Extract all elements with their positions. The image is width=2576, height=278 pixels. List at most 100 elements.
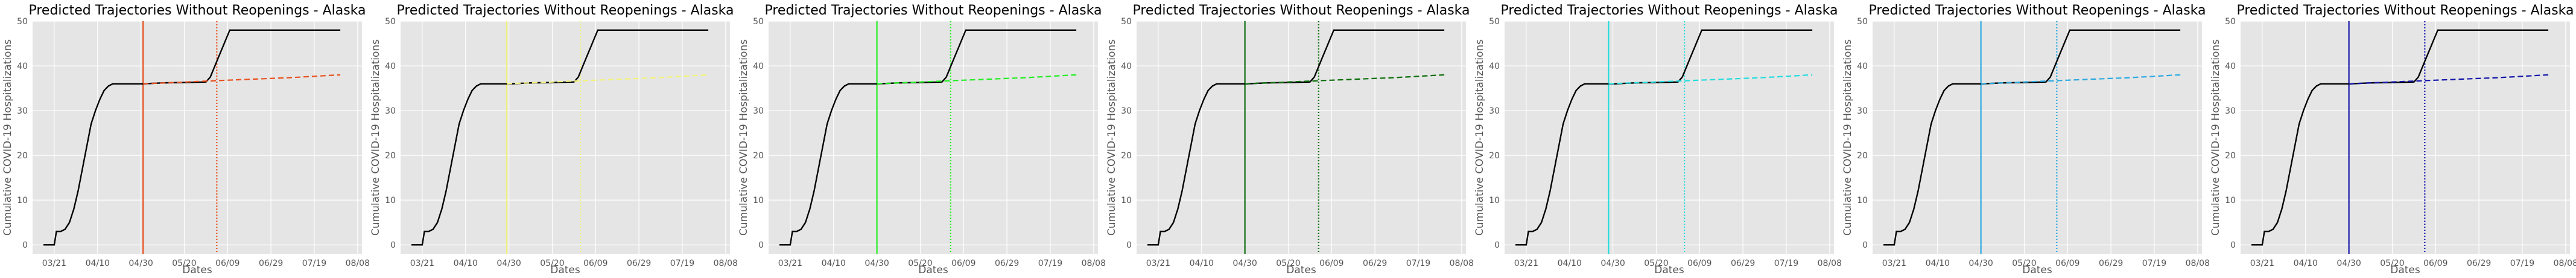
- y-tick-label: 40: [1857, 62, 1868, 71]
- x-tick-label: 04/10: [1926, 259, 1950, 268]
- y-tick-label: 20: [2225, 151, 2236, 161]
- y-tick-label: 50: [385, 17, 396, 27]
- y-tick-label: 20: [1121, 151, 1132, 161]
- x-tick-label: 07/19: [1038, 259, 1062, 268]
- y-tick-label: 0: [1862, 241, 1868, 250]
- x-tick-label: 05/20: [1644, 259, 1668, 268]
- x-tick-label: 06/29: [627, 259, 651, 268]
- plot-area: [1873, 21, 2202, 254]
- observed-series-line: [411, 29, 709, 246]
- observed-series-line: [1515, 29, 1813, 246]
- plot-area: [33, 21, 362, 254]
- chart-title: Predicted Trajectories Without Reopening…: [28, 3, 366, 18]
- x-tick-label: 04/30: [1968, 259, 1993, 268]
- y-tick-label: 40: [17, 62, 28, 71]
- chart-title: Predicted Trajectories Without Reopening…: [1868, 3, 2206, 18]
- y-tick-label: 0: [390, 241, 396, 250]
- x-tick-label: 05/20: [1276, 259, 1300, 268]
- x-tick-label: 03/21: [2250, 259, 2274, 268]
- y-tick-label: 40: [2225, 62, 2236, 71]
- chart-title: Predicted Trajectories Without Reopening…: [1132, 3, 1470, 18]
- x-tick-label: 03/21: [1882, 259, 1906, 268]
- x-tick-label: 06/09: [1687, 259, 1712, 268]
- chart-panel: 0 10 20 30 40 50 03/21 04/10 04/30 05/20 06/09 06/2…: [1106, 3, 1474, 276]
- projection-series-line: [1608, 74, 1813, 85]
- x-tick-label: 07/19: [2142, 259, 2166, 268]
- x-tick-label: 03/21: [42, 259, 66, 268]
- y-axis-label: Cumulative COVID-19 Hospitalizations: [1474, 39, 1486, 236]
- x-tick-label: 04/10: [86, 259, 110, 268]
- x-axis-label: Dates: [182, 264, 212, 276]
- observed-series-line: [43, 29, 341, 246]
- x-tick-label: 04/30: [1600, 259, 1625, 268]
- x-tick-label: 04/30: [496, 259, 521, 268]
- projection-series-line: [877, 74, 1077, 85]
- chart-panel: 0 10 20 30 40 50 03/21 04/10 04/30 05/20 06/09 06/2…: [1474, 3, 1842, 276]
- x-tick-label: 06/29: [2099, 259, 2123, 268]
- x-tick-label: 06/29: [1363, 259, 1387, 268]
- chart-panel: 0 10 20 30 40 50 03/21 04/10 04/30 05/20 06/09 06/2…: [1842, 3, 2210, 276]
- plot-area: [401, 21, 730, 254]
- x-tick-label: 03/21: [778, 259, 802, 268]
- y-axis-label: Cumulative COVID-19 Hospitalizations: [1106, 39, 1118, 236]
- x-tick-label: 04/10: [2294, 259, 2318, 268]
- chart-title: Predicted Trajectories Without Reopening…: [2236, 3, 2574, 18]
- y-tick-label: 30: [1121, 106, 1132, 116]
- plot-area: [1137, 21, 1466, 254]
- y-tick-label: 20: [17, 151, 28, 161]
- y-axis-label: Cumulative COVID-19 Hospitalizations: [2210, 39, 2222, 236]
- y-tick-label: 0: [2230, 241, 2236, 250]
- x-axis-label: Dates: [1654, 264, 1684, 276]
- y-tick-label: 0: [758, 241, 764, 250]
- x-tick-label: 05/20: [172, 259, 196, 268]
- x-axis-label: Dates: [1286, 264, 1316, 276]
- y-tick-label: 40: [1121, 62, 1132, 71]
- observed-series-line: [1147, 29, 1445, 246]
- observed-series-line: [1883, 29, 2181, 246]
- x-tick-label: 06/09: [215, 259, 240, 268]
- y-tick-label: 10: [385, 196, 396, 205]
- x-tick-label: 08/08: [2186, 259, 2210, 268]
- projection-series-line: [1245, 74, 1445, 85]
- y-tick-label: 10: [1489, 196, 1500, 205]
- y-tick-label: 20: [1857, 151, 1868, 161]
- y-tick-label: 50: [2225, 17, 2236, 27]
- y-tick-label: 50: [1857, 17, 1868, 27]
- y-tick-label: 40: [385, 62, 396, 71]
- x-tick-label: 03/21: [410, 259, 434, 268]
- y-tick-label: 30: [1489, 106, 1500, 116]
- chart-panel: 0 10 20 30 40 50 03/21 04/10 04/30 05/20 06/09 06/2…: [2210, 3, 2576, 276]
- x-tick-label: 07/19: [1406, 259, 1430, 268]
- projection-series-line: [143, 74, 341, 85]
- chart-title: Predicted Trajectories Without Reopening…: [396, 3, 734, 18]
- y-tick-label: 0: [1494, 241, 1500, 250]
- x-tick-label: 06/29: [995, 259, 1019, 268]
- x-axis-label: Dates: [2390, 264, 2420, 276]
- x-axis-label: Dates: [550, 264, 580, 276]
- x-tick-label: 06/09: [2423, 259, 2448, 268]
- plot-area: [769, 21, 1098, 254]
- x-tick-label: 06/09: [2055, 259, 2080, 268]
- plot-area: [2241, 21, 2570, 254]
- y-tick-label: 0: [22, 241, 28, 250]
- y-tick-label: 50: [1489, 17, 1500, 27]
- y-tick-label: 50: [17, 17, 28, 27]
- x-tick-label: 08/08: [1082, 259, 1106, 268]
- x-tick-label: 04/30: [128, 259, 153, 268]
- x-tick-label: 05/20: [2012, 259, 2036, 268]
- y-axis-label: Cumulative COVID-19 Hospitalizations: [738, 39, 750, 236]
- chart-panel: 0 10 20 30 40 50 03/21 04/10 04/30 05/20 06/09 06/2…: [370, 3, 738, 276]
- y-tick-label: 20: [1489, 151, 1500, 161]
- plot-area: [1505, 21, 1834, 254]
- y-tick-label: 30: [17, 106, 28, 116]
- y-tick-label: 50: [753, 17, 764, 27]
- x-tick-label: 04/30: [864, 259, 889, 268]
- x-tick-label: 07/19: [2510, 259, 2534, 268]
- x-tick-label: 04/30: [1232, 259, 1257, 268]
- chart-panel: 0 10 20 30 40 50 03/21 04/10 04/30 05/20 06/09 06/2…: [738, 3, 1106, 276]
- x-tick-label: 04/10: [822, 259, 846, 268]
- y-tick-label: 10: [753, 196, 764, 205]
- x-tick-label: 03/21: [1146, 259, 1170, 268]
- x-tick-label: 07/19: [302, 259, 326, 268]
